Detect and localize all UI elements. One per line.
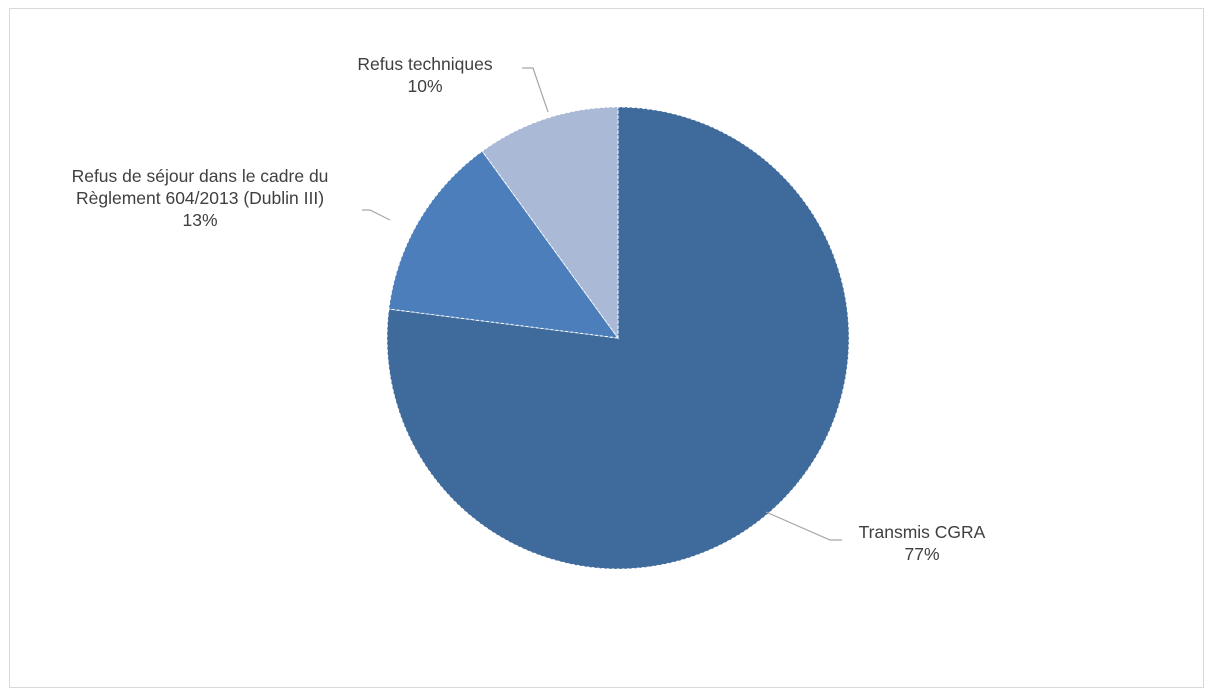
slice-value-label: 77% [904, 544, 939, 564]
slice-value-label: 13% [182, 210, 217, 230]
slice-category-label: Refus techniques [357, 54, 492, 74]
leader-line [522, 67, 549, 113]
slice-category-label: Transmis CGRA [859, 522, 986, 542]
leader-lines [362, 67, 842, 541]
leader-line [765, 511, 842, 541]
pie-slice [481, 106, 619, 340]
pie-slices [386, 106, 850, 570]
pie-slice [388, 150, 620, 339]
slice-data-label: Refus techniques 10% [357, 54, 492, 96]
slice-category-label: Refus de séjour dans le cadre du [72, 166, 329, 186]
pie-chart: Transmis CGRA 77% Refus de séjour dans le … [72, 54, 986, 570]
slice-data-label: Transmis CGRA 77% [859, 522, 986, 564]
slice-data-label: Refus de séjour dans le cadre du Règlemen… [72, 166, 329, 230]
data-labels: Transmis CGRA 77% Refus de séjour dans le … [72, 54, 986, 564]
slice-value-label: 10% [407, 76, 442, 96]
slice-category-label: Règlement 604/2013 (Dublin III) [76, 188, 324, 208]
leader-line [362, 209, 391, 221]
